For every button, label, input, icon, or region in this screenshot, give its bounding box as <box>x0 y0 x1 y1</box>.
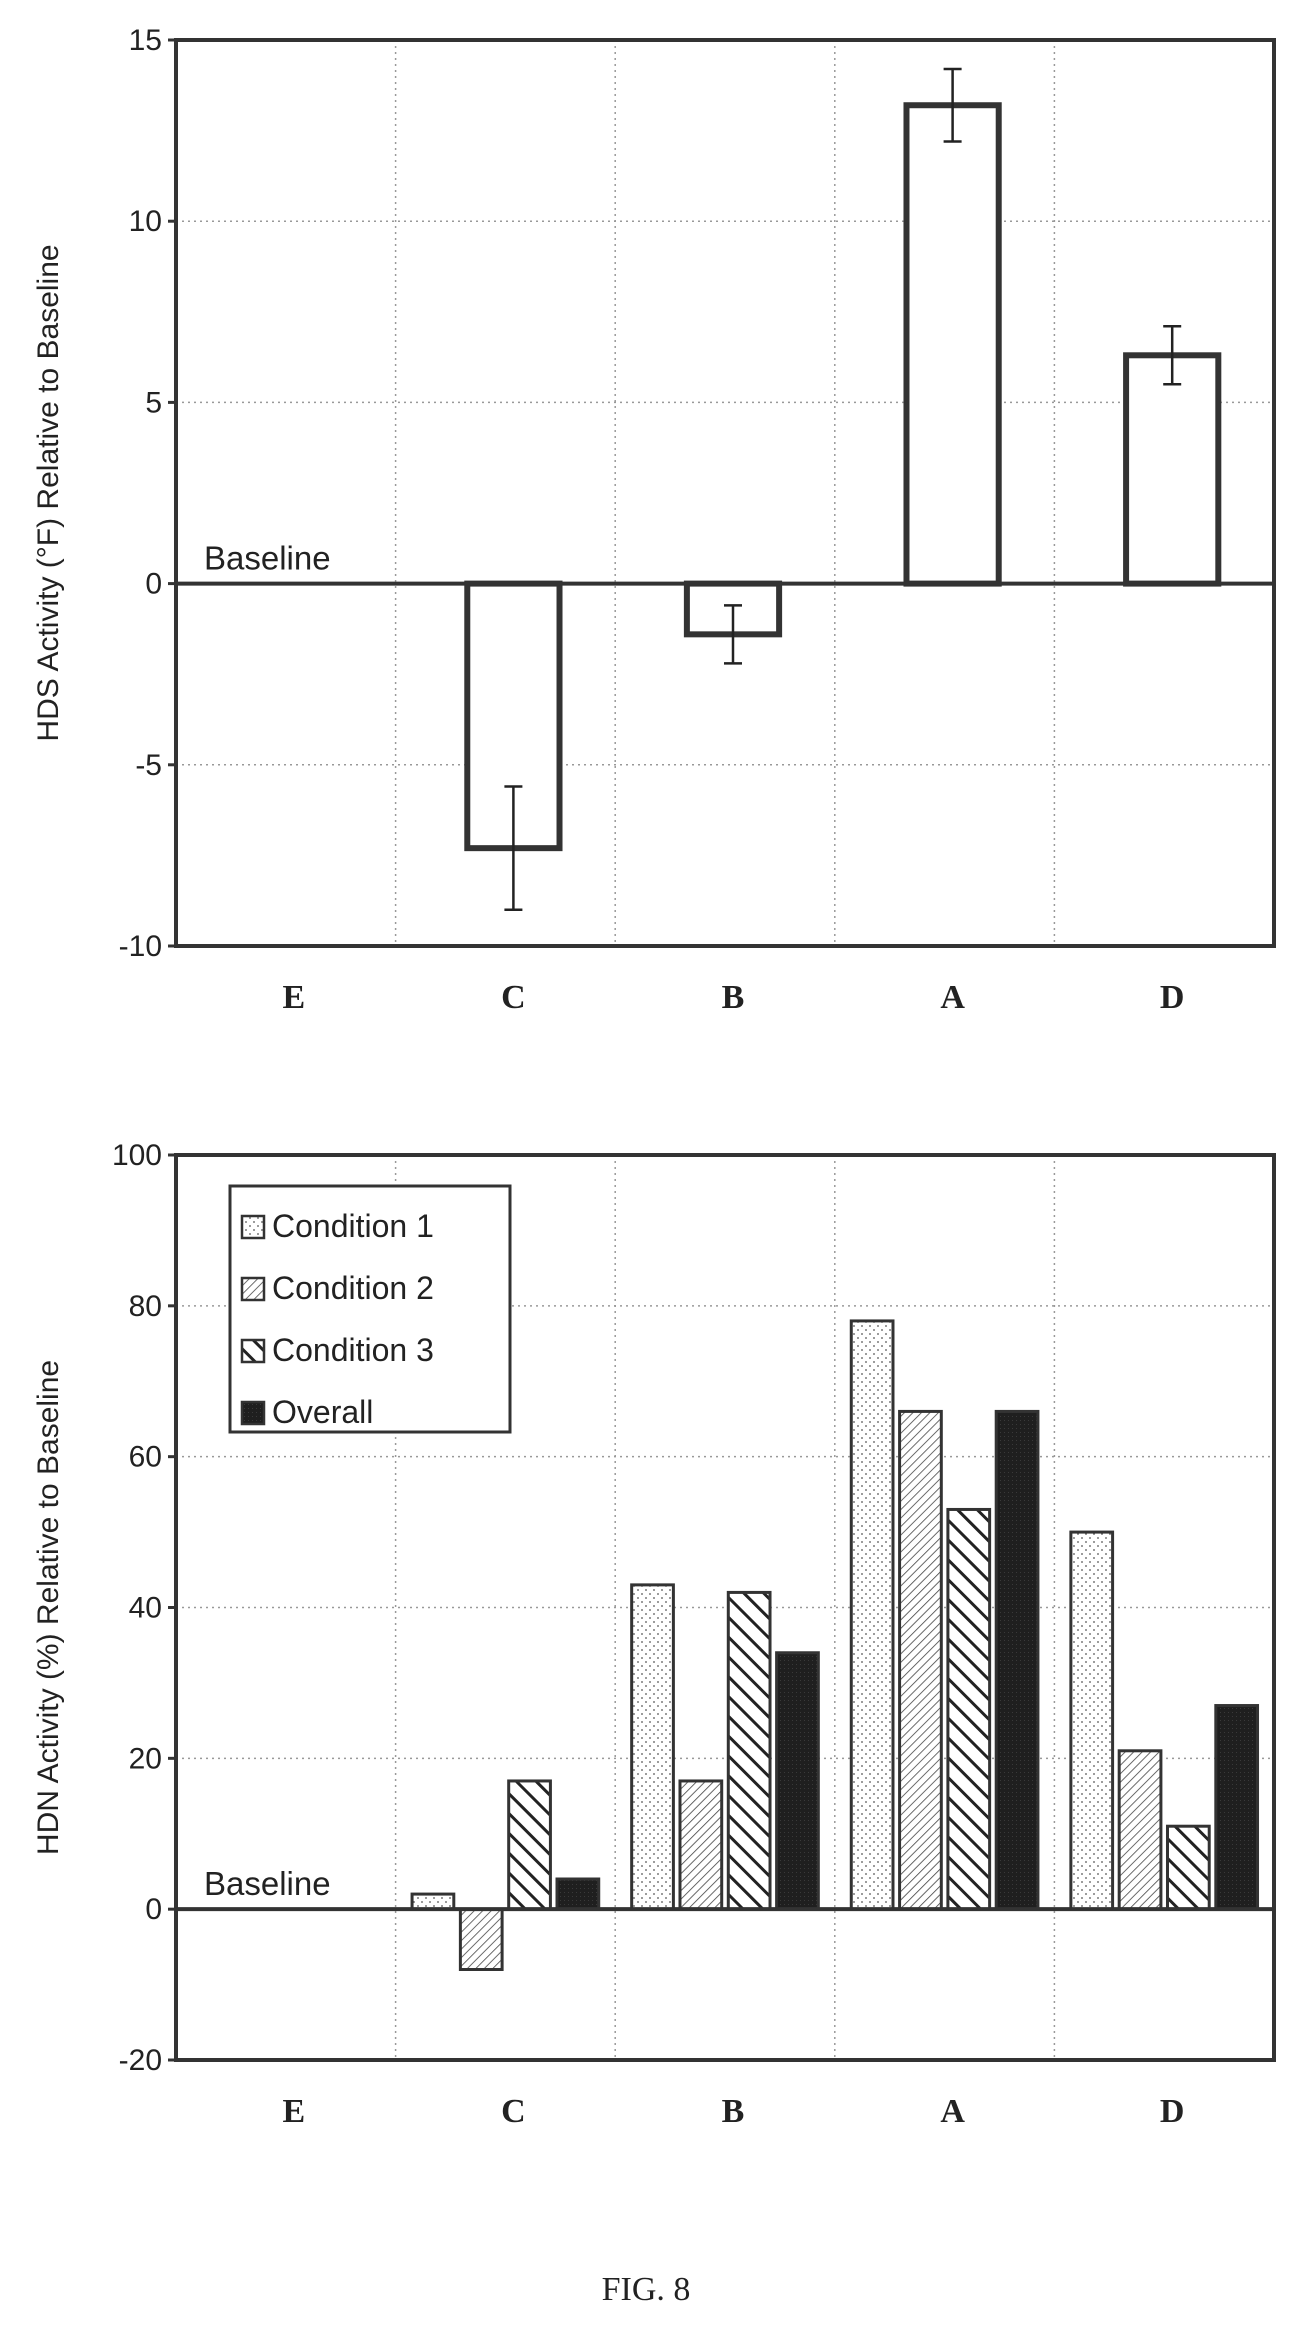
category-label: E <box>282 979 305 1016</box>
y-tick-label: 5 <box>145 386 162 419</box>
legend-label: Overall <box>272 1394 373 1430</box>
bar <box>903 102 1002 587</box>
legend-label: Condition 1 <box>272 1208 434 1244</box>
bar <box>630 1583 675 1911</box>
chart1-gridlines <box>176 40 1274 946</box>
y-tick-label: 60 <box>129 1441 162 1474</box>
chart1-bars <box>464 102 1222 852</box>
y-tick-label: -10 <box>119 930 162 963</box>
category-label: A <box>940 979 965 1016</box>
category-label: C <box>501 979 526 1016</box>
bar <box>849 1319 895 1911</box>
bar <box>410 1892 456 1911</box>
bar <box>555 1877 601 1911</box>
bar <box>1069 1530 1115 1911</box>
y-tick-label: 80 <box>129 1290 162 1323</box>
chart1-error-bars <box>504 67 1182 912</box>
category-label: E <box>282 2093 305 2130</box>
category-label: B <box>722 2093 745 2130</box>
legend-label: Condition 2 <box>272 1270 434 1306</box>
legend-label: Condition 3 <box>272 1332 434 1368</box>
bar <box>1214 1704 1260 1911</box>
y-tick-label: 10 <box>129 205 162 238</box>
legend-swatch <box>240 1214 266 1240</box>
y-tick-label: 20 <box>129 1742 162 1775</box>
hdn-activity-chart: 100 80 60 40 20 0 -20 E C B A D Baseline HDN Activ… <box>32 1139 1276 2130</box>
chart2-bars <box>410 1319 1260 1971</box>
bar <box>994 1409 1040 1911</box>
category-label: A <box>940 2093 965 2130</box>
category-label: D <box>1160 979 1185 1016</box>
bar <box>1165 1824 1211 1911</box>
bar <box>458 1907 504 1971</box>
category-label: C <box>501 2093 526 2130</box>
hds-activity-chart: 15 10 5 0 -5 -10 E C B A D Baseline HDS Activity … <box>32 24 1276 1016</box>
y-tick-label: -20 <box>119 2044 162 2077</box>
y-tick-label: 40 <box>129 1592 162 1625</box>
y-tick-label: 100 <box>112 1139 162 1172</box>
chart1-plot-frame <box>174 38 1276 948</box>
chart2-y-axis-label: HDN Activity (%) Relative to Baseline <box>32 1360 65 1855</box>
bar <box>898 1409 943 1911</box>
legend-swatch <box>240 1400 266 1426</box>
y-tick-label: -5 <box>135 749 162 782</box>
legend-box <box>228 1184 512 1434</box>
chart2-y-tick-labels: 100 80 60 40 20 0 -20 <box>112 1139 176 2077</box>
bar <box>1117 1749 1163 1911</box>
bar <box>678 1779 724 1911</box>
bar <box>507 1779 552 1911</box>
bar <box>1123 352 1222 587</box>
y-tick-label: 0 <box>145 568 162 601</box>
bar <box>726 1590 772 1911</box>
legend-swatch <box>240 1276 266 1302</box>
y-tick-label: 15 <box>129 24 162 57</box>
category-label: D <box>1160 2093 1185 2130</box>
chart1-y-tick-labels: 15 10 5 0 -5 -10 <box>119 24 176 963</box>
category-label: B <box>722 979 745 1016</box>
chart2-legend: Condition 1 Condition 2 Condition 3 Overall <box>228 1184 512 1434</box>
chart1-baseline-label: Baseline <box>204 540 331 577</box>
y-tick-label: 0 <box>145 1893 162 1926</box>
bar <box>775 1651 820 1911</box>
legend-swatch <box>240 1338 266 1364</box>
chart2-baseline-label: Baseline <box>204 1865 331 1902</box>
figure-caption: FIG. 8 <box>602 2271 691 2308</box>
bar <box>946 1507 992 1911</box>
chart1-y-axis-label: HDS Activity (°F) Relative to Baseline <box>32 244 65 741</box>
